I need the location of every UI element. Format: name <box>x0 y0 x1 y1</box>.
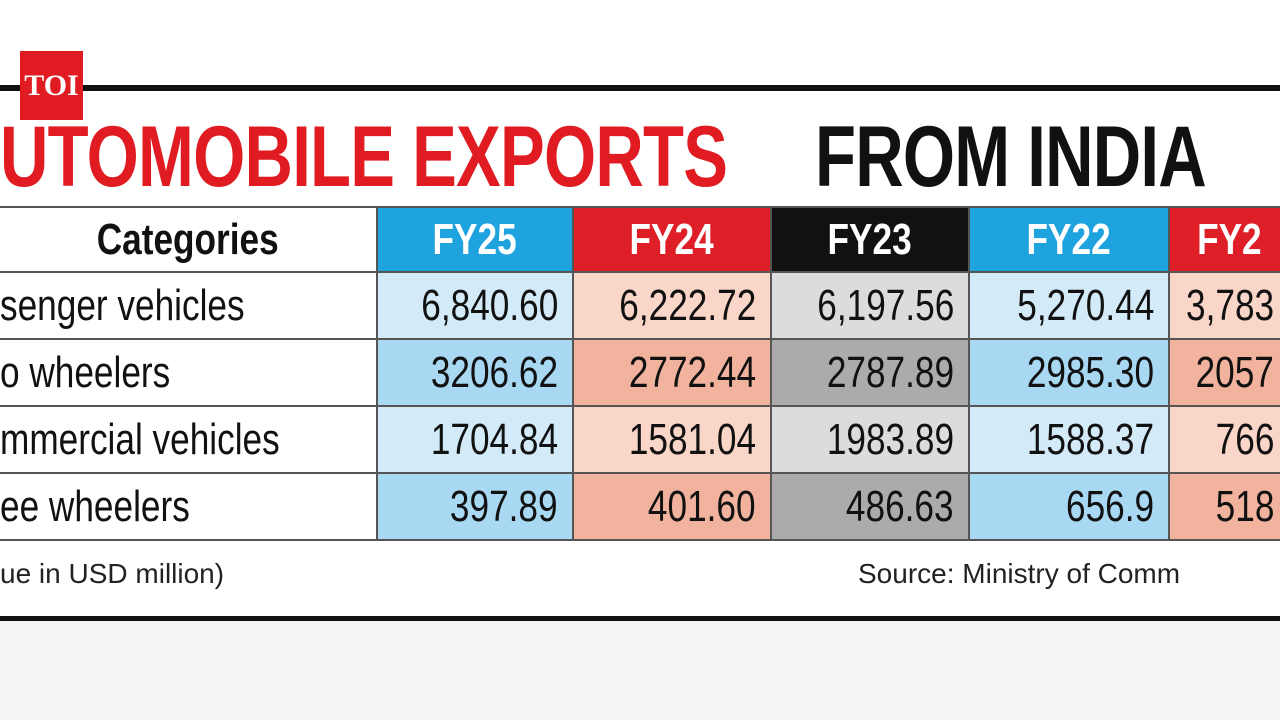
cell-text: FY22 <box>1026 214 1112 264</box>
cell-text: 656.9 <box>1065 481 1154 531</box>
cell-text: 2772.44 <box>628 347 756 397</box>
table-top-border <box>0 206 1280 208</box>
cell-text: 1704.84 <box>430 414 558 464</box>
table-cell: 1588.37 <box>970 407 1170 474</box>
header-cell: FY25 <box>378 208 574 273</box>
table-cell: 397.89 <box>378 474 574 541</box>
cell-text: 5,270.44 <box>1016 280 1154 330</box>
cell-text: 1581.04 <box>628 414 756 464</box>
table-cell: mmercial vehicles <box>0 407 378 474</box>
cell-text: 766 <box>1215 414 1274 464</box>
cell-text: 6,840.60 <box>420 280 558 330</box>
header-cell: Categories <box>0 208 378 273</box>
cell-text: ee wheelers <box>0 481 190 531</box>
cell-text: senger vehicles <box>0 280 245 330</box>
cell-text: 6,222.72 <box>618 280 756 330</box>
cell-text: 2787.89 <box>826 347 954 397</box>
cell-text: 6,197.56 <box>816 280 954 330</box>
top-rule <box>0 85 1280 91</box>
table-cell: 2985.30 <box>970 340 1170 407</box>
table-cell: o wheelers <box>0 340 378 407</box>
table-cell: senger vehicles <box>0 273 378 340</box>
header-cell: FY2 <box>1170 208 1280 273</box>
cell-text: 1983.89 <box>826 414 954 464</box>
cell-text: 3,783 <box>1185 280 1274 330</box>
table-cell: 518 <box>1170 474 1280 541</box>
background <box>0 621 1280 720</box>
cell-text: Categories <box>97 214 279 264</box>
footnote: ue in USD million) <box>0 558 225 589</box>
table-cell: 1704.84 <box>378 407 574 474</box>
table-cell: 3,783 <box>1170 273 1280 340</box>
bottom-rule <box>0 616 1280 621</box>
title-red: UTOMOBILE EXPORTS <box>0 109 728 205</box>
cell-text: 2057 <box>1195 347 1274 397</box>
header-cell: FY24 <box>574 208 772 273</box>
cell-text: 1588.37 <box>1026 414 1154 464</box>
table-cell: 766 <box>1170 407 1280 474</box>
cell-text: FY23 <box>827 214 913 264</box>
cell-text: 2985.30 <box>1026 347 1154 397</box>
logo: TOI <box>20 51 83 120</box>
cell-text: FY2 <box>1196 214 1262 264</box>
cell-text: o wheelers <box>0 347 171 397</box>
cell-text: mmercial vehicles <box>0 414 280 464</box>
cell-text: 518 <box>1215 481 1274 531</box>
source: Source: Ministry of Comm <box>858 558 1181 589</box>
cell-text: 397.89 <box>450 481 558 531</box>
table-cell: 6,197.56 <box>772 273 970 340</box>
table-cell: ee wheelers <box>0 474 378 541</box>
table-cell: 401.60 <box>574 474 772 541</box>
header-cell: FY22 <box>970 208 1170 273</box>
table-cell: 2787.89 <box>772 340 970 407</box>
table-cell: 6,840.60 <box>378 273 574 340</box>
cell-text: 401.60 <box>648 481 756 531</box>
table-cell: 6,222.72 <box>574 273 772 340</box>
table-cell: 2057 <box>1170 340 1280 407</box>
cell-text: FY24 <box>629 214 715 264</box>
cell-text: 486.63 <box>846 481 954 531</box>
table-cell: 1581.04 <box>574 407 772 474</box>
title-black: FROM INDIA <box>815 109 1207 205</box>
table-cell: 656.9 <box>970 474 1170 541</box>
header-cell: FY23 <box>772 208 970 273</box>
table-cell: 486.63 <box>772 474 970 541</box>
table-cell: 2772.44 <box>574 340 772 407</box>
table-cell: 1983.89 <box>772 407 970 474</box>
table-cell: 5,270.44 <box>970 273 1170 340</box>
cell-text: 3206.62 <box>430 347 558 397</box>
table-cell: 3206.62 <box>378 340 574 407</box>
cell-text: FY25 <box>432 214 518 264</box>
